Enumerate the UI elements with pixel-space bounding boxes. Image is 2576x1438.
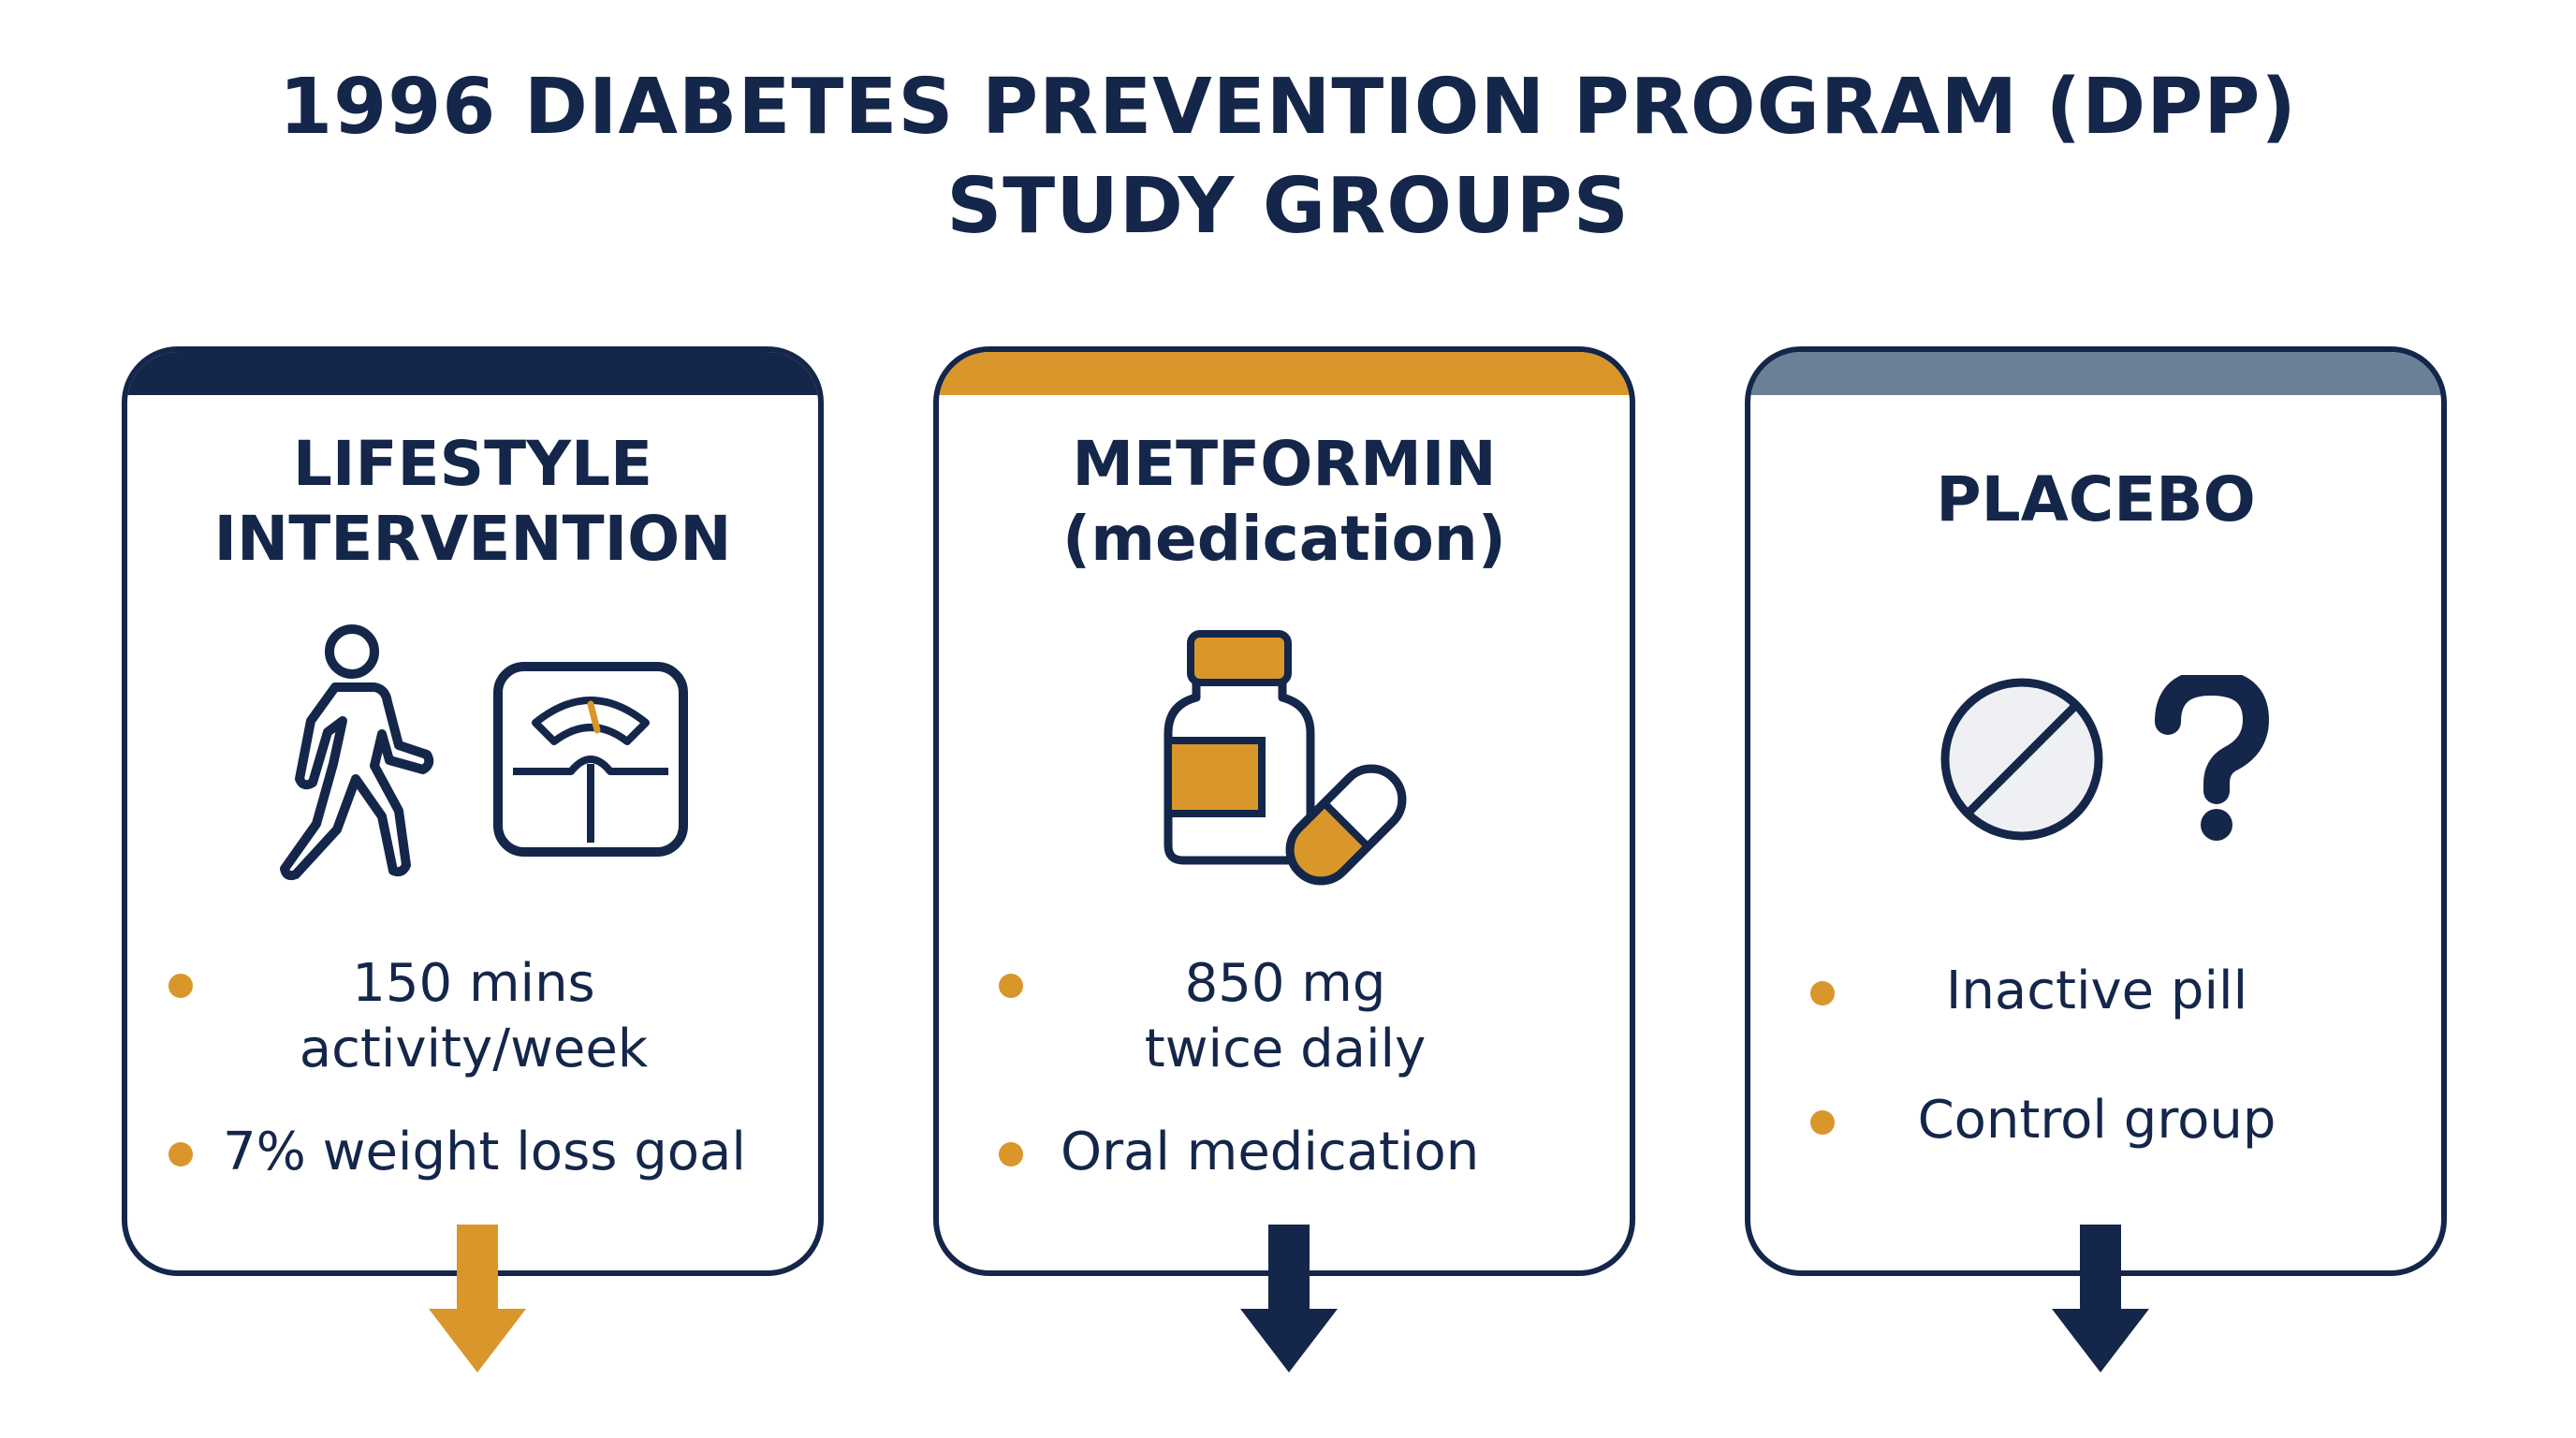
card-header-bar (127, 352, 818, 395)
down-arrow-icon (429, 1225, 526, 1372)
card-header-bar (939, 352, 1630, 395)
title-line-1: 1996 DIABETES PREVENTION PROGRAM (DPP) (279, 63, 2297, 152)
bullet-dot (999, 974, 1023, 998)
card-title: LIFESTYLE INTERVENTION (213, 428, 732, 575)
card-header-bar (1750, 352, 2441, 395)
diagram-title: 1996 DIABETES PREVENTION PROGRAM (DPP) S… (0, 58, 2576, 257)
title-line-2: STUDY GROUPS (946, 162, 1630, 251)
scale-icon (493, 662, 688, 857)
placebo-pill-icon (1940, 678, 2103, 841)
group-card-metformin: METFORMIN (medication) 850 mg twice dail… (933, 346, 1635, 1276)
capsule-icon (1285, 764, 1407, 886)
card-title: PLACEBO (1936, 463, 2256, 536)
down-arrow-icon (2052, 1225, 2149, 1372)
card-title: METFORMIN (medication) (1062, 428, 1506, 575)
question-mark-icon (2155, 675, 2269, 841)
down-arrow-icon (1240, 1225, 1338, 1372)
bullet-dot (168, 974, 193, 998)
bullet-dot (999, 1142, 1023, 1167)
bullet-dot (168, 1142, 193, 1167)
group-card-lifestyle: LIFESTYLE INTERVENTION 150 mins activity… (122, 346, 824, 1276)
walking-person-icon (280, 624, 434, 881)
group-card-placebo: PLACEBO Inactive pill Control group (1745, 346, 2447, 1276)
pill-bottle-icon (1164, 630, 1315, 865)
bullet-dot (1810, 1110, 1835, 1135)
bullet-dot (1810, 981, 1835, 1005)
